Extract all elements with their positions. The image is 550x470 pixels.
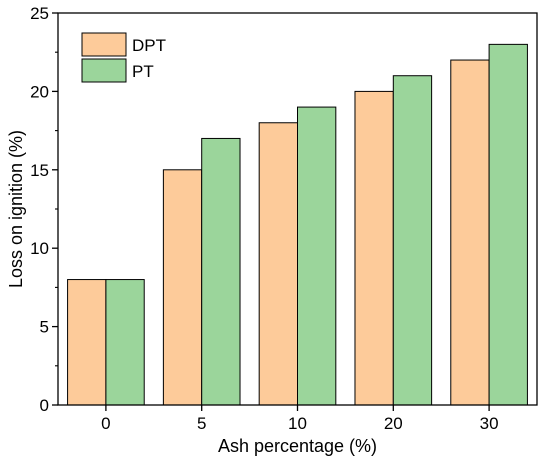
legend-label-dpt: DPT <box>132 36 166 55</box>
bar-pt-0 <box>105 279 145 406</box>
legend-label-pt: PT <box>132 62 154 81</box>
bar-dpt-0 <box>67 279 107 406</box>
y-tick-label: 5 <box>40 318 49 337</box>
legend-swatch-dpt <box>81 32 127 57</box>
bar-dpt-5 <box>162 169 203 406</box>
bar-pt-30 <box>488 43 528 406</box>
y-tick-label: 20 <box>30 82 49 101</box>
bar-pt-5 <box>201 137 241 406</box>
y-axis-title: Loss on ignition (%) <box>6 130 26 288</box>
legend: DPT PT <box>81 32 166 83</box>
bars-layer <box>67 43 528 406</box>
y-tick-label: 0 <box>40 396 49 415</box>
legend-swatch-pt <box>81 58 127 83</box>
x-tick-label: 0 <box>101 414 110 433</box>
bar-pt-10 <box>297 106 337 406</box>
x-axis-title: Ash percentage (%) <box>218 436 377 456</box>
bar-dpt-20 <box>354 90 394 406</box>
bar-dpt-30 <box>450 59 490 406</box>
x-tick-label: 20 <box>384 414 403 433</box>
axes-layer: 0 5 10 15 20 25 0 5 10 20 30 <box>30 4 538 433</box>
y-tick-label: 25 <box>30 4 49 23</box>
x-tick-label: 5 <box>197 414 206 433</box>
y-tick-label: 15 <box>30 161 49 180</box>
y-tick-label: 10 <box>30 239 49 258</box>
bar-pt-20 <box>392 75 433 406</box>
bar-dpt-10 <box>258 122 298 406</box>
x-tick-label: 10 <box>288 414 307 433</box>
x-tick-label: 30 <box>480 414 499 433</box>
